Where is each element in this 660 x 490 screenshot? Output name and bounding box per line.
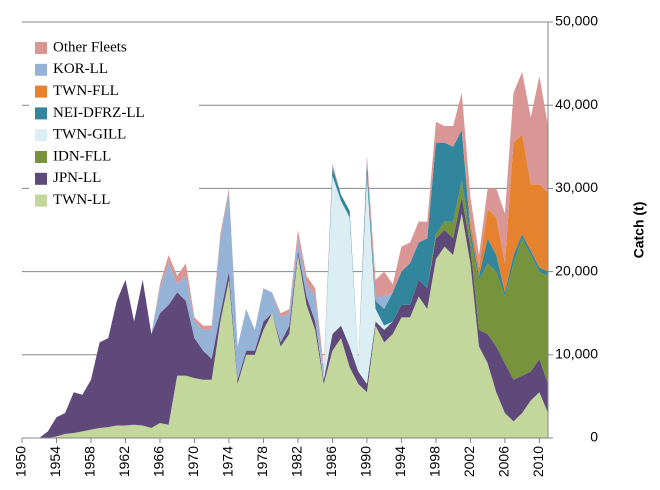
legend-swatch [35, 194, 47, 207]
x-tick-label: 1954 [47, 446, 63, 477]
x-tick-label: 1970 [185, 446, 201, 477]
y-tick-label: 30,000 [555, 179, 598, 195]
legend-swatch [35, 63, 47, 76]
y-axis-label: Catch (t) [631, 202, 647, 259]
x-tick-label: 1994 [392, 446, 408, 477]
x-tick-label: 1982 [289, 446, 305, 477]
legend-swatch [35, 107, 47, 120]
x-tick-label: 2010 [530, 446, 546, 477]
y-tick-label: 0 [590, 429, 598, 445]
legend-background [29, 34, 199, 215]
legend-label: TWN-LL [53, 192, 110, 208]
legend-swatch [35, 129, 47, 142]
x-tick-label: 1990 [358, 446, 374, 477]
x-tick-label: 1998 [427, 446, 443, 477]
legend-swatch [35, 151, 47, 163]
legend-label: KOR-LL [53, 61, 108, 77]
x-tick-label: 1966 [151, 446, 167, 477]
area [22, 196, 548, 438]
legend-label: NEI-DFRZ-LL [53, 105, 145, 121]
x-tick-label: 1986 [323, 446, 339, 477]
legend-label: TWN-GILL [53, 127, 126, 143]
x-tick-label: 1962 [116, 446, 132, 477]
x-tick-label: 1950 [13, 446, 29, 477]
y-tick-label: 20,000 [555, 262, 598, 278]
x-tick-label: 1958 [82, 446, 98, 477]
y-tick-label: 10,000 [555, 346, 598, 362]
x-tick-label: 1978 [254, 446, 270, 477]
area [22, 213, 548, 438]
legend-swatch [35, 172, 47, 185]
y-tick-label: 50,000 [555, 13, 598, 29]
legend-swatch [35, 42, 47, 54]
legend-label: TWN-FLL [53, 83, 119, 99]
legend-label: Other Fleets [53, 39, 127, 55]
legend-swatch [35, 85, 47, 98]
x-tick-label: 2002 [461, 446, 477, 477]
x-tick-label: 2006 [496, 446, 512, 477]
y-tick-label: 40,000 [555, 96, 598, 112]
legend-label: JPN-LL [53, 170, 101, 186]
legend-label: IDN-FLL [53, 148, 111, 164]
x-tick-label: 1974 [220, 446, 236, 477]
